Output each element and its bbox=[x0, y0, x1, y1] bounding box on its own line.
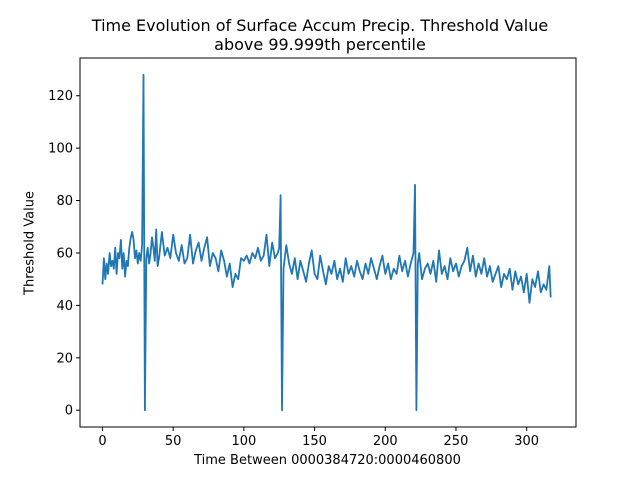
x-tick-label: 250 bbox=[444, 434, 469, 449]
x-axis: 0 50 100 150 200 250 300 bbox=[98, 427, 539, 449]
x-tick-label: 150 bbox=[302, 434, 327, 449]
x-tick-label: 300 bbox=[514, 434, 539, 449]
plot-frame bbox=[79, 57, 577, 428]
y-axis-label: Threshold Value bbox=[22, 191, 38, 295]
y-tick-label: 100 bbox=[48, 142, 73, 157]
x-tick-label: 200 bbox=[373, 434, 398, 449]
chart-title-line-2: above 99.999th percentile bbox=[214, 35, 426, 54]
chart-title-line-1: Time Evolution of Surface Accum Precip. … bbox=[91, 16, 549, 35]
x-tick-label: 100 bbox=[231, 434, 256, 449]
y-axis: 0 20 40 60 80 100 120 bbox=[48, 89, 80, 419]
x-tick-label: 50 bbox=[165, 434, 182, 449]
y-tick-label: 120 bbox=[48, 89, 73, 104]
x-tick-label: 0 bbox=[98, 434, 106, 449]
y-tick-label: 20 bbox=[56, 351, 73, 366]
y-tick-label: 80 bbox=[56, 194, 73, 209]
y-tick-label: 0 bbox=[65, 404, 73, 419]
x-axis-label: Time Between 0000384720:0000460800 bbox=[194, 453, 461, 468]
y-tick-label: 40 bbox=[56, 299, 73, 314]
y-tick-label: 60 bbox=[56, 246, 73, 261]
series-line bbox=[101, 73, 552, 412]
